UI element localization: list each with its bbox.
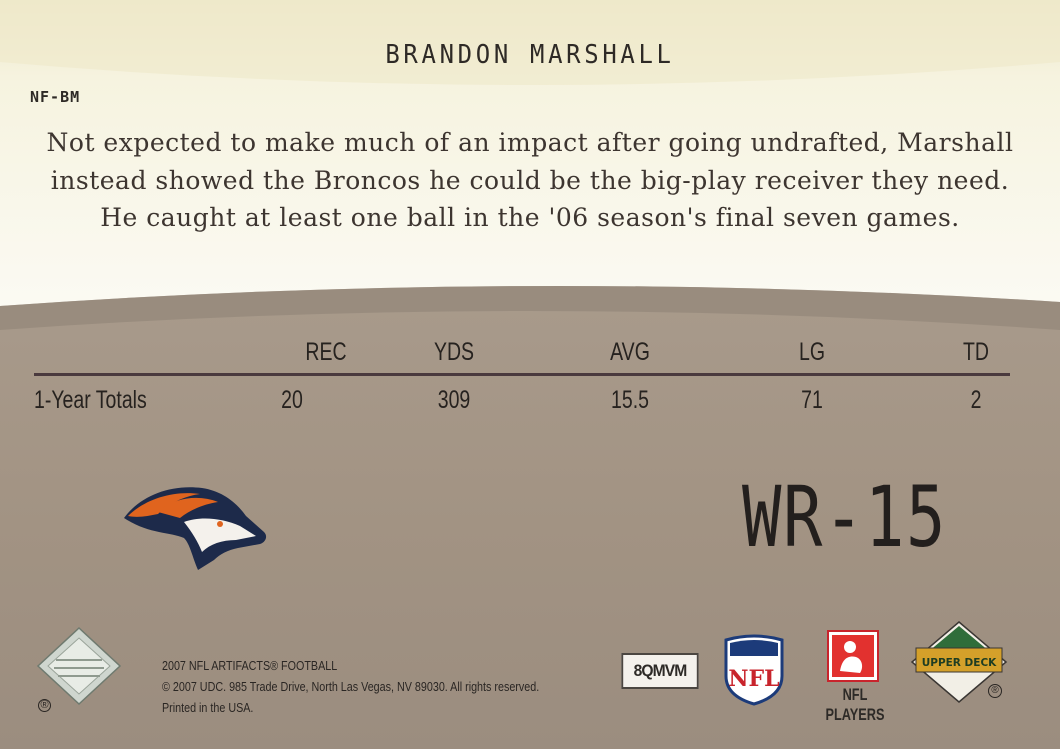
stats-rule bbox=[34, 373, 1010, 376]
registered-mark-left: ® bbox=[38, 699, 51, 712]
player-name: BRANDON MARSHALL bbox=[385, 40, 675, 70]
stat-value-td: 2 bbox=[970, 386, 982, 414]
serial-code: 8QMVM bbox=[621, 653, 699, 689]
legal-line-1: 2007 NFL ARTIFACTS® FOOTBALL bbox=[162, 659, 338, 673]
stat-header-avg: AVG bbox=[610, 338, 650, 366]
nfl-shield-icon: NFL bbox=[724, 634, 784, 706]
stat-value-yds: 309 bbox=[437, 386, 471, 414]
nfl-logo-text: NFL bbox=[728, 666, 779, 692]
stat-header-yds: YDS bbox=[433, 338, 475, 366]
legal-line-2: © 2007 UDC. 985 Trade Drive, North Las V… bbox=[162, 680, 540, 694]
bio-panel-background bbox=[0, 0, 1060, 330]
broncos-horse-head-icon bbox=[124, 487, 267, 570]
bio-panel: BRANDON MARSHALL NF-BM Not expected to m… bbox=[0, 0, 1060, 330]
legal-line-3: Printed in the USA. bbox=[162, 701, 254, 715]
nfl-players-label: NFL PLAYERS bbox=[825, 685, 885, 724]
stat-value-rec: 20 bbox=[281, 386, 303, 414]
legal-text: 2007 NFL ARTIFACTS® FOOTBALL © 2007 UDC.… bbox=[162, 656, 539, 719]
upper-deck-diamond-icon: UPPER DECK bbox=[910, 621, 1008, 703]
position-number: WR-15 bbox=[742, 468, 948, 566]
card-code: NF-BM bbox=[30, 88, 81, 106]
stat-header-rec: REC bbox=[305, 338, 347, 366]
hologram-diamond-icon bbox=[36, 626, 122, 706]
stats-table: REC YDS AVG LG TD 1-Year Totals 20 309 1… bbox=[34, 338, 1010, 428]
registered-mark-right: ® bbox=[988, 684, 1002, 698]
upper-deck-text: UPPER DECK bbox=[922, 657, 997, 669]
stats-row-label: 1-Year Totals bbox=[34, 386, 147, 414]
nfl-players-icon bbox=[827, 630, 879, 682]
stat-value-lg: 71 bbox=[801, 386, 823, 414]
stat-header-lg: LG bbox=[798, 338, 826, 366]
player-bio: Not expected to make much of an impact a… bbox=[46, 128, 1014, 232]
stat-header-td: TD bbox=[962, 338, 989, 366]
stat-value-avg: 15.5 bbox=[611, 386, 649, 414]
